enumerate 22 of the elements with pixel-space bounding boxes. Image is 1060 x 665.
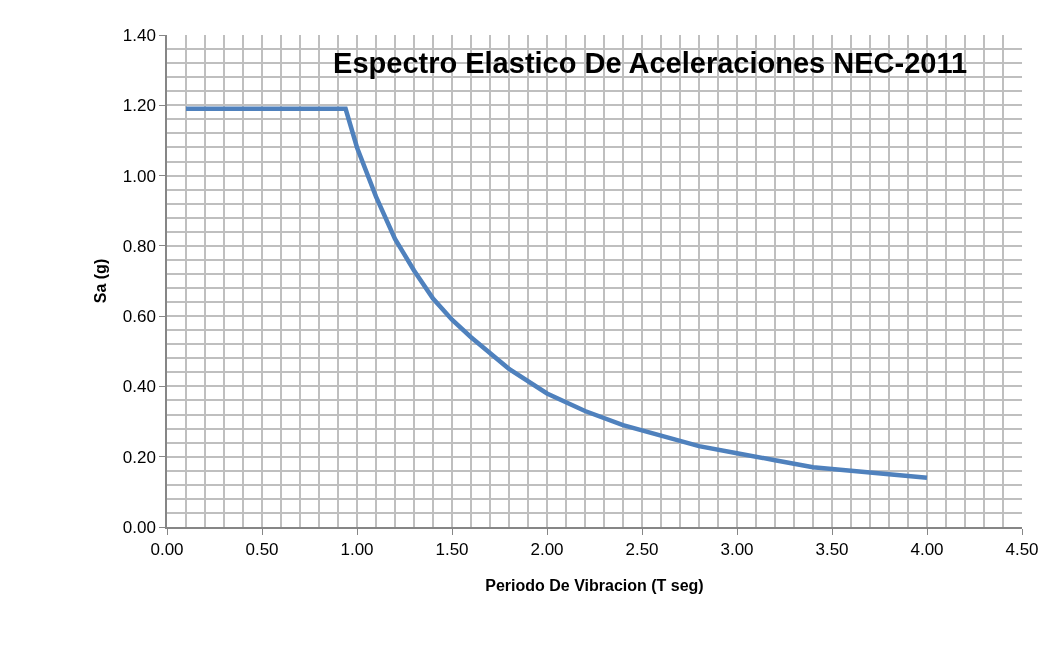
x-tick-label: 2.50 <box>625 540 659 560</box>
y-tick-label: 0.80 <box>122 236 156 256</box>
x-tick-label: 2.00 <box>530 540 564 560</box>
line-series <box>183 106 930 481</box>
y-tick-label: 0.20 <box>122 447 156 467</box>
x-tick-label: 1.00 <box>340 540 374 560</box>
y-tick-label: 0.00 <box>122 517 156 537</box>
y-tick-label: 1.40 <box>122 25 156 45</box>
x-tick-label: 0.00 <box>150 540 184 560</box>
x-tick-label: 1.50 <box>435 540 469 560</box>
x-tick-label: 3.00 <box>720 540 754 560</box>
y-tick-label: 1.20 <box>122 96 156 116</box>
y-tick-label: 1.00 <box>122 166 156 186</box>
x-tick-label: 0.50 <box>245 540 279 560</box>
x-tick-label: 4.50 <box>1005 540 1039 560</box>
x-tick-label: 4.00 <box>910 540 944 560</box>
x-tick-label: 3.50 <box>815 540 849 560</box>
y-tick-label: 0.40 <box>122 377 156 397</box>
y-axis-title: Sa (g) <box>92 258 110 304</box>
y-tick-label: 0.60 <box>122 307 156 327</box>
chart-title: Espectro Elastico De Aceleraciones NEC-2011 <box>333 47 968 80</box>
x-axis-title: Periodo De Vibracion (T seg) <box>485 577 704 595</box>
